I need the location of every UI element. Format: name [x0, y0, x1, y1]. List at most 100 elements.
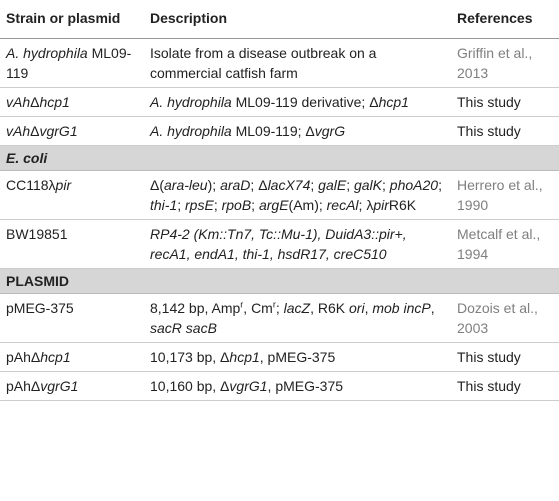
text-run: R6K: [388, 197, 417, 213]
section-cell: PLASMID: [0, 268, 559, 294]
italic-run: hcp1: [39, 94, 70, 110]
italic-run: pir: [55, 177, 72, 193]
reference-cell: Metcalf et al., 1994: [451, 219, 559, 269]
italic-run: araD: [220, 177, 251, 193]
text-run: ;: [251, 197, 259, 213]
reference-cell: Dozois et al., 2003: [451, 293, 559, 343]
italic-run: sacR sacB: [150, 320, 217, 336]
text-run: ;: [213, 197, 222, 213]
header-cell: Strain or plasmid: [0, 0, 144, 39]
italic-run: lacZ: [283, 300, 311, 316]
text-run: pMEG-375: [6, 300, 74, 316]
text-run: Δ: [30, 94, 40, 110]
italic-run: A. hydrophila: [150, 123, 232, 139]
text-run: , pMEG-375: [267, 378, 344, 394]
strain-cell: pAhΔhcp1: [0, 342, 144, 372]
reference-cell: Griffin et al., 2013: [451, 38, 559, 88]
text-run: ; Δ: [250, 177, 268, 193]
italic-run: recAl: [326, 197, 359, 213]
text-run: Δ: [30, 123, 40, 139]
data-row: CC118λpir Δ(ara-leu); araD; ΔlacX74; galE…: [0, 170, 559, 220]
text-run: ;: [382, 177, 390, 193]
italic-run: lacX74: [267, 177, 311, 193]
text-run: BW19851: [6, 226, 68, 242]
strain-cell: CC118λpir: [0, 170, 144, 220]
italic-run: hcp1: [378, 94, 409, 110]
text-run: pAhΔ: [6, 349, 41, 365]
text-run: PLASMID: [6, 273, 69, 289]
strain-cell: BW19851: [0, 219, 144, 269]
text-run: ;: [275, 300, 284, 316]
text-run: ,: [364, 300, 373, 316]
text-run: ; λ: [358, 197, 374, 213]
text-run: 10,173 bp, Δ: [150, 349, 230, 365]
header-cell: Description: [144, 0, 451, 39]
italic-run: pir: [373, 197, 389, 213]
italic-run: RP4-2 (Km::Tn7, Tc::Mu-1), DuidA3::pir+,…: [150, 226, 407, 262]
italic-run: mob incP: [372, 300, 431, 316]
italic-run: vAh: [6, 94, 31, 110]
data-row: vAhΔvgrG1 A. hydrophila ML09-119; ΔvgrG Th…: [0, 116, 559, 146]
text-run: pAhΔ: [6, 378, 41, 394]
section-cell: E. coli: [0, 145, 559, 171]
header-row: Strain or plasmid Description References: [0, 0, 559, 39]
text-run: ML09-119; Δ: [231, 123, 315, 139]
text-run: Isolate from a disease outbreak on a com…: [150, 45, 377, 81]
italic-run: A. hydrophila: [150, 94, 232, 110]
reference-cell: Herrero et al., 1990: [451, 170, 559, 220]
strain-table: Strain or plasmid Description References…: [0, 0, 559, 401]
data-row: pMEG-375 8,142 bp, Ampr, Cmr; lacZ, R6K o…: [0, 293, 559, 343]
reference-cell: This study: [451, 87, 559, 117]
strain-cell: vAhΔhcp1: [0, 87, 144, 117]
text-run: 8,142 bp, Amp: [150, 300, 241, 316]
description-cell: 10,173 bp, Δhcp1, pMEG-375: [144, 342, 451, 372]
reference-cell: This study: [451, 342, 559, 372]
header-cell: References: [451, 0, 559, 39]
italic-run: vAh: [6, 123, 31, 139]
reference-cell: This study: [451, 116, 559, 146]
description-cell: Isolate from a disease outbreak on a com…: [144, 38, 451, 88]
italic-run: vgrG1: [40, 378, 79, 394]
italic-run: hcp1: [229, 349, 260, 365]
section-row: E. coli: [0, 145, 559, 171]
data-row: pAhΔvgrG1 10,160 bp, Δ vgrG1 , pMEG-375 This…: [0, 371, 559, 401]
section-row: PLASMID: [0, 268, 559, 294]
text-run: ;: [438, 177, 442, 193]
text-run: 10,160 bp, Δ: [150, 378, 230, 394]
text-run: CC118λ: [6, 177, 56, 193]
text-run: , Cm: [243, 300, 273, 316]
italic-run: galE: [318, 177, 347, 193]
italic-run: phoA20: [389, 177, 439, 193]
strain-cell: A. hydrophila ML09-119: [0, 38, 144, 88]
italic-run: vgrG1: [39, 123, 78, 139]
strain-cell: pMEG-375: [0, 293, 144, 343]
italic-run: hcp1: [40, 349, 71, 365]
strain-cell: vAhΔvgrG1: [0, 116, 144, 146]
superscript: r: [272, 299, 276, 310]
text-run: , pMEG-375: [259, 349, 336, 365]
italic-run: thi-1: [150, 197, 178, 213]
italic-run: rpsE: [185, 197, 214, 213]
text-run: Δ(: [150, 177, 165, 193]
strain-cell: pAhΔvgrG1: [0, 371, 144, 401]
text-run: ML09-119 derivative; Δ: [231, 94, 379, 110]
description-cell: Δ(ara-leu); araD; ΔlacX74; galE; galK; p…: [144, 170, 451, 220]
data-row: vAhΔhcp1 A. hydrophila ML09-119 derivativ…: [0, 87, 559, 117]
reference-cell: This study: [451, 371, 559, 401]
description-cell: A. hydrophila ML09-119 derivative; Δhcp1: [144, 87, 451, 117]
text-run: ;: [346, 177, 354, 193]
text-run: );: [207, 177, 221, 193]
description-cell: A. hydrophila ML09-119; ΔvgrG: [144, 116, 451, 146]
data-row: pAhΔhcp1 10,173 bp, Δhcp1, pMEG-375 This s…: [0, 342, 559, 372]
italic-run: ori: [349, 300, 365, 316]
text-run: ;: [310, 177, 319, 193]
table-body: A. hydrophila ML09-119 Isolate from a dis…: [0, 38, 559, 401]
italic-run: vgrG: [314, 123, 346, 139]
italic-run: E. coli: [6, 150, 48, 166]
italic-run: galK: [353, 177, 382, 193]
text-run: , R6K: [310, 300, 349, 316]
text-run: ;: [177, 197, 186, 213]
italic-run: argE: [258, 197, 289, 213]
description-cell: 8,142 bp, Ampr, Cmr; lacZ, R6K ori, mob …: [144, 293, 451, 343]
